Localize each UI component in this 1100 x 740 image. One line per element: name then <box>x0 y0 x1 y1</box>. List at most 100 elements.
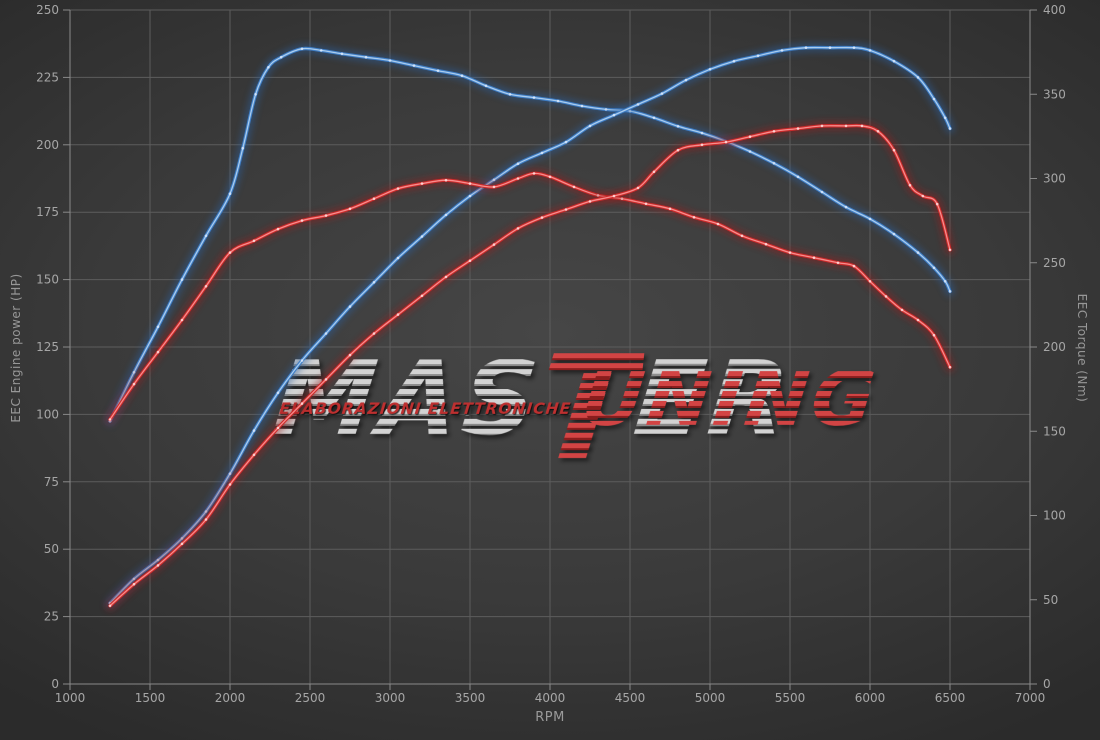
power-blue-point <box>708 68 712 71</box>
torque-blue-point <box>156 325 160 329</box>
torque-red-point <box>372 197 376 200</box>
torque-blue-point <box>180 278 184 281</box>
power-red-point <box>820 124 824 128</box>
torque-blue-point <box>300 47 304 51</box>
right-tick-label: 400 <box>1043 3 1066 17</box>
torque-blue-point <box>868 217 872 221</box>
power-blue-point <box>684 78 688 82</box>
torque-blue-glow <box>105 43 955 427</box>
left-tick-label: 225 <box>36 70 59 84</box>
torque-red-point <box>884 295 888 298</box>
torque-blue-point <box>319 49 323 52</box>
torque-blue-point <box>132 371 136 374</box>
torque-blue-point <box>484 84 488 88</box>
torque-blue-point <box>532 96 536 99</box>
torque-red-point <box>204 285 208 288</box>
power-blue-point <box>228 472 232 476</box>
torque-blue-point <box>948 290 952 293</box>
power-red-point <box>132 582 136 586</box>
power-red-point <box>636 186 640 190</box>
torque-red-point <box>468 182 472 185</box>
power-blue-point <box>540 151 544 155</box>
power-blue-point <box>943 116 947 120</box>
power-red-point <box>652 170 656 174</box>
x-axis-title: RPM <box>535 710 565 725</box>
power-red-point <box>516 227 520 230</box>
torque-blue-point <box>652 116 656 120</box>
torque-red-point <box>948 365 952 369</box>
power-red-point <box>444 275 448 279</box>
torque-blue-point <box>580 104 584 108</box>
power-blue-point <box>828 46 832 49</box>
x-tick-label: 3500 <box>455 691 486 705</box>
right-tick-label: 0 <box>1043 677 1051 691</box>
right-tick-label: 150 <box>1043 424 1066 438</box>
power-red-point <box>948 248 952 252</box>
right-tick-label: 300 <box>1043 172 1066 186</box>
torque-red-point <box>324 214 328 217</box>
power-red-point <box>300 402 304 405</box>
power-blue-point <box>660 92 664 95</box>
power-blue-point <box>636 103 640 106</box>
torque-blue-curve <box>105 43 955 427</box>
power-red-point <box>252 453 256 457</box>
x-tick-label: 6000 <box>855 691 886 705</box>
torque-red-point <box>716 222 720 226</box>
power-red-point <box>876 130 880 133</box>
torque-blue-point <box>676 125 680 128</box>
power-red-point <box>612 194 616 198</box>
power-red-point <box>348 353 352 357</box>
power-red-point <box>228 483 232 486</box>
torque-blue-point <box>556 99 560 103</box>
left-tick-label: 50 <box>44 542 59 556</box>
torque-blue-line <box>108 46 952 423</box>
power-red-point <box>204 518 208 521</box>
torque-red-point <box>228 251 232 254</box>
power-red-point <box>180 542 184 546</box>
torque-blue-point <box>892 232 896 236</box>
torque-red-point <box>252 239 256 243</box>
torque-blue-point <box>204 234 208 238</box>
x-tick-label: 4500 <box>615 691 646 705</box>
power-red-point <box>468 259 472 263</box>
power-blue-point <box>324 332 328 335</box>
torque-red-point <box>108 418 112 421</box>
power-blue-glow <box>105 42 955 609</box>
right-tick-label: 350 <box>1043 87 1066 101</box>
torque-red-point <box>764 242 768 246</box>
power-blue-curve <box>105 42 955 609</box>
power-blue-core <box>109 46 951 604</box>
power-blue-point <box>588 124 592 128</box>
power-blue-point <box>756 54 760 58</box>
x-tick-label: 1500 <box>135 691 166 705</box>
left-tick-label: 100 <box>36 407 59 421</box>
left-tick-label: 0 <box>51 677 59 691</box>
right-axis-title: EEC Torque (Nm) <box>1075 293 1089 403</box>
torque-red-point <box>348 207 352 211</box>
power-red-point <box>700 143 704 147</box>
power-blue-line <box>108 45 952 605</box>
torque-red-point <box>740 234 744 238</box>
right-tick-label: 200 <box>1043 340 1066 354</box>
torque-red-point <box>644 202 648 206</box>
right-tick-label: 250 <box>1043 256 1066 270</box>
power-blue-point <box>468 194 472 198</box>
torque-red-point <box>932 333 936 337</box>
power-red-point <box>844 124 848 128</box>
torque-blue-point <box>796 175 800 179</box>
power-red-point <box>892 148 896 152</box>
torque-blue-core <box>109 47 951 422</box>
power-red-point <box>564 208 568 211</box>
torque-red-point <box>572 185 576 189</box>
power-red-point <box>420 294 424 298</box>
power-red-point <box>324 378 328 381</box>
power-blue-point <box>612 113 616 117</box>
torque-blue-point <box>604 108 608 111</box>
power-blue-point <box>852 46 856 49</box>
torque-blue-point <box>844 205 848 209</box>
torque-red-point <box>852 264 856 268</box>
x-tick-label: 5000 <box>695 691 726 705</box>
right-tick-label: 50 <box>1043 593 1058 607</box>
